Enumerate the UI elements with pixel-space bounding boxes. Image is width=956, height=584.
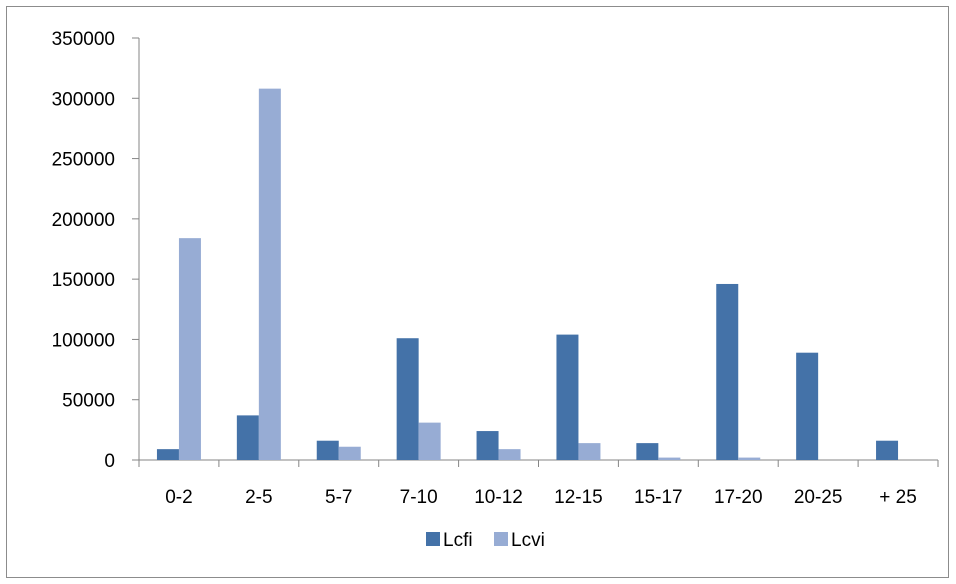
legend: Lcfi Lcvi (426, 530, 545, 551)
bar-lcfi-20-25 (796, 352, 819, 460)
bars (156, 88, 899, 460)
x-tick-label: 15-17 (634, 487, 683, 508)
legend-label: Lcvi (511, 530, 545, 551)
bar-lcvi-5-7 (338, 446, 361, 460)
x-tick-label: 12-15 (554, 487, 603, 508)
bar-lcfi-25 (876, 440, 899, 460)
legend-label: Lcfi (443, 530, 473, 551)
x-tick-label: + 25 (879, 487, 917, 508)
bar-lcfi-15-17 (636, 443, 659, 460)
bar-lcvi-17-20 (738, 457, 761, 460)
bar-lcvi-0-2 (178, 238, 201, 460)
bar-lcvi-15-17 (658, 457, 681, 460)
bar-lcfi-0-2 (156, 449, 179, 460)
bar-lcfi-17-20 (716, 283, 739, 460)
y-tick-label: 200000 (52, 210, 115, 231)
bar-lcfi-7-10 (396, 338, 419, 460)
bar-lcvi-10-12 (498, 449, 521, 460)
y-tick-label: 350000 (52, 29, 115, 50)
x-tick-label: 2-5 (245, 487, 272, 508)
bar-lcvi-12-15 (578, 443, 601, 460)
y-tick-label: 150000 (52, 270, 115, 291)
y-tick-label: 100000 (52, 330, 115, 351)
bar-lcvi-2-5 (258, 88, 281, 460)
legend-swatch (426, 532, 440, 546)
x-tick-label: 0-2 (165, 487, 192, 508)
legend-item-lcfi: Lcfi (426, 530, 473, 551)
bar-lcfi-2-5 (236, 415, 259, 460)
y-tick-label: 300000 (52, 89, 115, 110)
x-tick-label: 10-12 (474, 487, 523, 508)
x-tick-label: 20-25 (794, 487, 843, 508)
legend-swatch (494, 532, 508, 546)
legend-item-lcvi: Lcvi (494, 530, 545, 551)
bar-lcfi-5-7 (316, 440, 339, 460)
bar-lcfi-10-12 (476, 431, 499, 460)
bar-lcfi-12-15 (556, 334, 579, 460)
y-tick-label: 50000 (62, 391, 115, 412)
x-tick-label: 17-20 (714, 487, 763, 508)
x-tick-label: 5-7 (325, 487, 352, 508)
chart-area (6, 6, 949, 578)
y-tick-label: 0 (104, 451, 115, 472)
x-tick-label: 7-10 (400, 487, 438, 508)
y-axis: 0 50000 100000 150000 200000 250000 300000 3500… (52, 29, 140, 472)
x-axis: 0-2 2-5 5-7 7-10 10-12 12-15 15-17 17-20 20-25 + … (138, 459, 939, 508)
y-tick-label: 250000 (52, 150, 115, 171)
bar-lcvi-7-10 (418, 422, 441, 460)
